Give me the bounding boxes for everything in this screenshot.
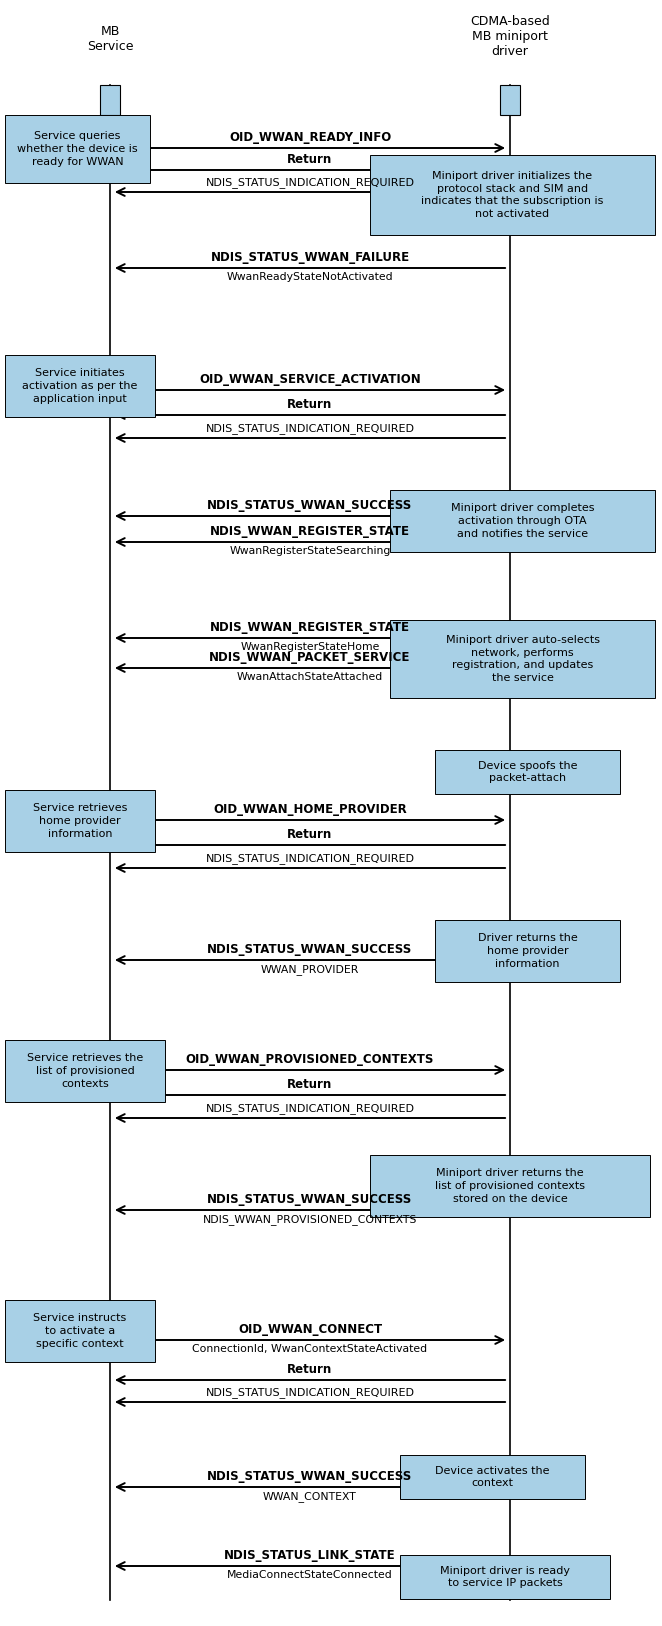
Text: NDIS_STATUS_INDICATION_REQUIRED: NDIS_STATUS_INDICATION_REQUIRED xyxy=(205,854,414,863)
Text: Miniport driver auto-selects
network, performs
registration, and updates
the ser: Miniport driver auto-selects network, pe… xyxy=(446,634,600,683)
Text: WwanAttachStateAttached: WwanAttachStateAttached xyxy=(237,672,383,681)
Text: Miniport driver initializes the
protocol stack and SIM and
indicates that the su: Miniport driver initializes the protocol… xyxy=(421,171,604,220)
Bar xyxy=(390,489,655,551)
Text: Device spoofs the
packet-attach: Device spoofs the packet-attach xyxy=(478,761,577,784)
Text: OID_WWAN_CONNECT: OID_WWAN_CONNECT xyxy=(238,1324,382,1337)
Text: OID_WWAN_HOME_PROVIDER: OID_WWAN_HOME_PROVIDER xyxy=(213,803,407,816)
Text: NDIS_STATUS_INDICATION_REQUIRED: NDIS_STATUS_INDICATION_REQUIRED xyxy=(205,1387,414,1398)
Text: MediaConnectStateConnected: MediaConnectStateConnected xyxy=(227,1571,393,1580)
Text: Return: Return xyxy=(287,1363,332,1376)
Bar xyxy=(435,920,620,982)
Text: WWAN_PROVIDER: WWAN_PROVIDER xyxy=(261,964,359,976)
Text: NDIS_STATUS_WWAN_SUCCESS: NDIS_STATUS_WWAN_SUCCESS xyxy=(207,499,412,512)
Text: Service retrieves the
list of provisioned
contexts: Service retrieves the list of provisione… xyxy=(27,1054,143,1089)
Text: WwanRegisterStateHome: WwanRegisterStateHome xyxy=(240,642,380,652)
Bar xyxy=(370,154,655,236)
Bar xyxy=(5,1301,155,1363)
Text: NDIS_WWAN_PROVISIONED_CONTEXTS: NDIS_WWAN_PROVISIONED_CONTEXTS xyxy=(203,1215,417,1224)
Text: WwanRegisterStateSearching: WwanRegisterStateSearching xyxy=(229,546,391,556)
Text: Return: Return xyxy=(287,153,332,166)
Text: OID_WWAN_SERVICE_ACTIVATION: OID_WWAN_SERVICE_ACTIVATION xyxy=(199,372,421,385)
Text: Return: Return xyxy=(287,828,332,841)
Text: CDMA-based
MB miniport
driver: CDMA-based MB miniport driver xyxy=(470,15,550,59)
Text: MB
Service: MB Service xyxy=(87,24,133,54)
Text: Miniport driver completes
activation through OTA
and notifies the service: Miniport driver completes activation thr… xyxy=(451,502,594,538)
Text: Return: Return xyxy=(287,398,332,411)
Text: OID_WWAN_PROVISIONED_CONTEXTS: OID_WWAN_PROVISIONED_CONTEXTS xyxy=(186,1054,434,1067)
Bar xyxy=(390,620,655,698)
Text: NDIS_STATUS_WWAN_SUCCESS: NDIS_STATUS_WWAN_SUCCESS xyxy=(207,943,412,956)
Text: NDIS_STATUS_WWAN_FAILURE: NDIS_STATUS_WWAN_FAILURE xyxy=(211,250,410,263)
Text: NDIS_WWAN_PACKET_SERVICE: NDIS_WWAN_PACKET_SERVICE xyxy=(209,650,410,663)
Text: WWAN_CONTEXT: WWAN_CONTEXT xyxy=(263,1491,357,1502)
Bar xyxy=(5,354,155,416)
Text: ConnectionId, WwanContextStateActivated: ConnectionId, WwanContextStateActivated xyxy=(193,1345,428,1354)
Text: Service instructs
to activate a
specific context: Service instructs to activate a specific… xyxy=(33,1314,126,1350)
Bar xyxy=(400,1455,585,1499)
Bar xyxy=(500,85,520,115)
Bar xyxy=(400,1554,610,1598)
Text: OID_WWAN_READY_INFO: OID_WWAN_READY_INFO xyxy=(229,132,391,145)
Text: NDIS_STATUS_INDICATION_REQUIRED: NDIS_STATUS_INDICATION_REQUIRED xyxy=(205,423,414,434)
Bar xyxy=(5,790,155,852)
Text: NDIS_STATUS_WWAN_SUCCESS: NDIS_STATUS_WWAN_SUCCESS xyxy=(207,1193,412,1206)
Text: Miniport driver returns the
list of provisioned contexts
stored on the device: Miniport driver returns the list of prov… xyxy=(435,1167,585,1203)
Text: Driver returns the
home provider
information: Driver returns the home provider informa… xyxy=(477,933,577,969)
Text: NDIS_STATUS_INDICATION_REQUIRED: NDIS_STATUS_INDICATION_REQUIRED xyxy=(205,1102,414,1114)
Bar xyxy=(5,115,150,184)
Text: NDIS_STATUS_LINK_STATE: NDIS_STATUS_LINK_STATE xyxy=(224,1550,396,1563)
Text: Service queries
whether the device is
ready for WWAN: Service queries whether the device is re… xyxy=(17,132,138,167)
Text: Return: Return xyxy=(287,1078,332,1091)
Bar xyxy=(370,1154,650,1216)
Text: WwanReadyStateNotActivated: WwanReadyStateNotActivated xyxy=(226,272,393,281)
Text: NDIS_WWAN_REGISTER_STATE: NDIS_WWAN_REGISTER_STATE xyxy=(210,621,410,634)
Text: NDIS_STATUS_WWAN_SUCCESS: NDIS_STATUS_WWAN_SUCCESS xyxy=(207,1470,412,1483)
Text: Service retrieves
home provider
information: Service retrieves home provider informat… xyxy=(33,803,127,839)
Bar xyxy=(5,1041,165,1102)
Bar xyxy=(100,85,120,115)
Text: Miniport driver is ready
to service IP packets: Miniport driver is ready to service IP p… xyxy=(440,1566,570,1589)
Text: Device activates the
context: Device activates the context xyxy=(435,1465,549,1488)
Bar xyxy=(435,750,620,793)
Text: Service initiates
activation as per the
application input: Service initiates activation as per the … xyxy=(23,367,138,403)
Text: NDIS_WWAN_REGISTER_STATE: NDIS_WWAN_REGISTER_STATE xyxy=(210,525,410,538)
Text: NDIS_STATUS_INDICATION_REQUIRED: NDIS_STATUS_INDICATION_REQUIRED xyxy=(205,177,414,189)
